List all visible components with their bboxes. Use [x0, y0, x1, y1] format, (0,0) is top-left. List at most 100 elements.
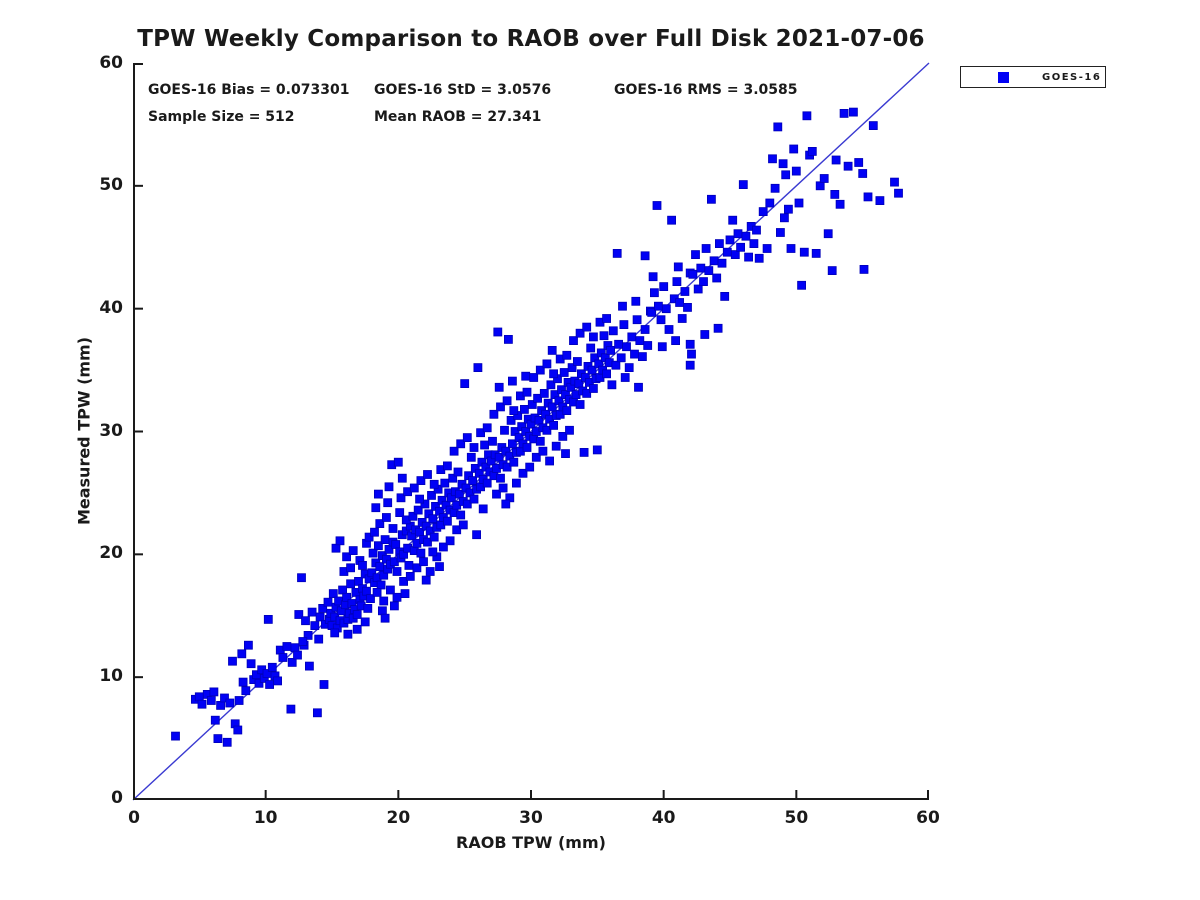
data-point: [637, 352, 647, 362]
data-point: [428, 514, 438, 524]
data-point: [399, 577, 409, 586]
data-point: [776, 228, 785, 237]
data-point: [575, 400, 585, 409]
y-tick-label: 10: [99, 666, 123, 687]
data-point: [416, 476, 426, 486]
data-point: [602, 314, 612, 323]
data-point: [650, 288, 659, 298]
data-point: [587, 365, 597, 375]
data-point: [620, 373, 630, 382]
data-point: [693, 284, 703, 294]
data-point: [586, 343, 596, 353]
data-point: [773, 122, 783, 132]
data-point: [725, 235, 735, 245]
data-point: [607, 380, 617, 390]
data-point: [525, 462, 535, 472]
data-point: [310, 621, 320, 630]
data-point: [413, 505, 423, 515]
data-point: [469, 443, 479, 452]
data-point: [648, 272, 658, 282]
data-point: [408, 511, 418, 521]
data-point: [778, 159, 788, 169]
data-point: [468, 476, 478, 486]
data-point: [758, 207, 768, 217]
data-point: [391, 540, 401, 549]
data-point: [286, 704, 296, 714]
data-point: [709, 256, 719, 266]
data-point: [488, 436, 497, 446]
data-point: [263, 615, 273, 624]
data-point: [752, 225, 761, 235]
x-tick-label: 50: [784, 808, 809, 828]
data-point: [717, 258, 727, 268]
data-point: [278, 653, 288, 662]
data-point: [656, 315, 666, 325]
data-point: [606, 345, 616, 355]
data-point: [388, 524, 398, 533]
data-point: [303, 631, 313, 640]
data-point: [244, 640, 253, 650]
data-point: [460, 379, 470, 389]
data-point: [765, 198, 775, 208]
data-point: [582, 388, 592, 398]
data-point: [630, 349, 639, 359]
data-point: [700, 330, 710, 339]
data-point: [419, 557, 428, 567]
data-point: [425, 567, 435, 576]
y-tick-label: 30: [99, 420, 123, 441]
data-point: [868, 121, 878, 130]
data-point: [423, 537, 432, 547]
data-point: [206, 696, 216, 705]
data-point: [367, 568, 377, 578]
data-point: [802, 111, 812, 121]
data-point: [715, 239, 724, 249]
data-point: [456, 439, 466, 449]
data-point: [521, 371, 531, 381]
data-point: [265, 680, 275, 689]
data-point: [469, 494, 479, 504]
data-point: [677, 314, 687, 323]
data-point: [831, 155, 841, 165]
data-point: [346, 579, 356, 589]
data-point: [762, 244, 772, 253]
data-point: [562, 350, 572, 360]
data-point: [672, 277, 682, 287]
data-point: [643, 341, 653, 350]
data-point: [372, 588, 382, 597]
data-point: [815, 181, 825, 191]
data-point: [781, 170, 791, 180]
data-point: [634, 382, 643, 392]
data-point: [301, 616, 310, 626]
data-point: [685, 360, 695, 370]
data-point: [569, 336, 578, 346]
data-point: [222, 737, 232, 747]
data-point: [254, 678, 264, 688]
stat-mean-raob: Mean RAOB = 27.341: [374, 109, 542, 125]
data-point: [482, 423, 492, 433]
data-point: [511, 478, 521, 488]
data-point: [458, 520, 468, 530]
data-point: [830, 190, 840, 199]
x-axis-label: RAOB TPW (mm): [456, 833, 606, 852]
data-point: [612, 248, 622, 258]
data-point: [640, 251, 650, 261]
data-point: [547, 345, 557, 355]
data-point: [473, 363, 483, 373]
data-point: [376, 580, 386, 590]
data-point: [688, 269, 698, 279]
data-point: [768, 154, 777, 164]
data-point: [315, 612, 325, 622]
data-point: [522, 387, 532, 397]
data-point: [588, 384, 598, 393]
data-point: [366, 594, 375, 603]
data-point: [685, 339, 695, 349]
data-point: [738, 180, 748, 189]
data-point: [448, 473, 458, 483]
data-point: [894, 188, 903, 198]
data-point: [338, 585, 348, 595]
data-point: [539, 388, 549, 398]
data-point: [657, 342, 667, 352]
data-point: [529, 373, 539, 382]
data-point: [389, 601, 399, 611]
data-point: [549, 369, 559, 379]
